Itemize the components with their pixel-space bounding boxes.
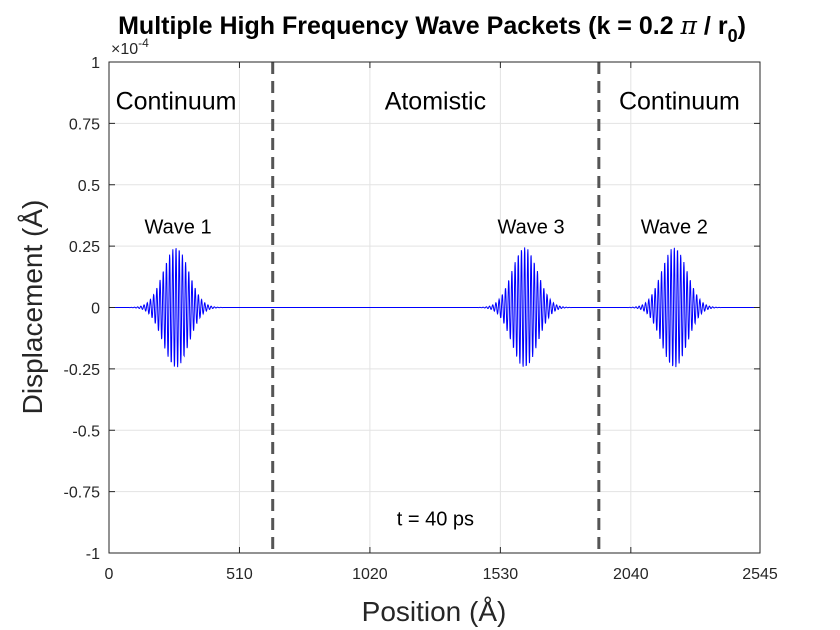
chart-title: Multiple High Frequency Wave Packets (k …: [118, 11, 746, 46]
y-tick-label: 0: [91, 301, 100, 318]
region-label: Continuum: [116, 87, 237, 115]
chart-title-main: Multiple High Frequency Wave Packets (k …: [118, 12, 680, 40]
y-axis-label: Displacement (Å): [17, 200, 48, 415]
y-tick-label: 0.5: [78, 178, 100, 195]
chart-title-close: ): [738, 12, 746, 40]
x-axis-label: Position (Å): [362, 596, 507, 627]
annotation-label: Wave 2: [641, 216, 708, 238]
curve-layer: [109, 247, 760, 368]
y-exponent-base: ×10: [111, 41, 138, 58]
chart-title-pi: π: [680, 11, 698, 40]
chart-title-slash: / r: [697, 12, 728, 40]
chart-title-subscript: 0: [728, 26, 738, 46]
x-tick-labels: 0 510 1020 1530 2040 2545: [105, 566, 778, 583]
annotation-label: Wave 3: [498, 216, 565, 238]
x-tick-label: 1020: [352, 566, 388, 583]
region-label: Continuum: [619, 87, 740, 115]
y-tick-label: -0.25: [64, 362, 101, 379]
region-labels: Continuum Atomistic Continuum: [116, 87, 740, 115]
series-line-displacement: [109, 247, 760, 368]
y-tick-labels: -1 -0.75 -0.5 -0.25 0 0.25 0.5 0.75 1: [64, 55, 101, 563]
annotation-labels: Wave 1 Wave 3 Wave 2 t = 40 ps: [145, 216, 708, 530]
x-tick-label: 1530: [483, 566, 519, 583]
y-tick-label: -0.5: [72, 423, 100, 440]
y-exponent-power: -4: [138, 36, 149, 50]
region-label: Atomistic: [385, 87, 486, 115]
y-exponent: ×10-4: [111, 36, 149, 58]
x-tick-label: 510: [226, 566, 253, 583]
y-tick-label: 0.75: [69, 116, 100, 133]
x-tick-label: 0: [105, 566, 114, 583]
y-tick-label: 0.25: [69, 239, 100, 256]
boundary-layer: [271, 62, 601, 553]
annotation-label: Wave 1: [145, 216, 212, 238]
y-tick-label: -1: [86, 546, 100, 563]
x-tick-label: 2545: [742, 566, 778, 583]
y-tick-label: 1: [91, 55, 100, 72]
x-tick-label: 2040: [613, 566, 649, 583]
annotation-label: t = 40 ps: [397, 509, 474, 531]
y-tick-label: -0.75: [64, 485, 101, 502]
tick-marks: [108, 61, 761, 554]
